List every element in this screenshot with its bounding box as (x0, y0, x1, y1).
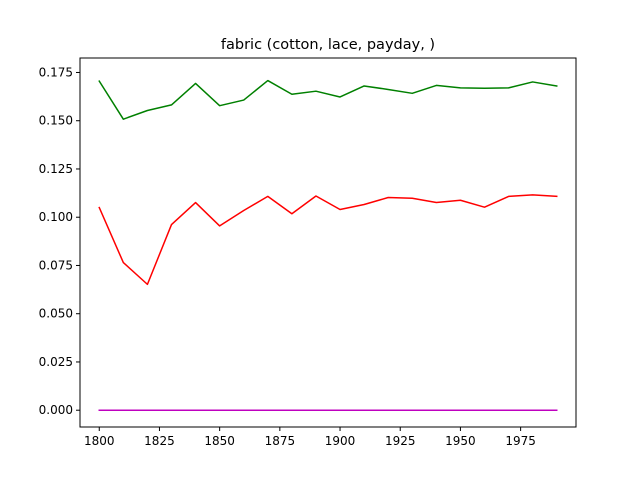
chart-title: fabric (cotton, lace, payday, ) (221, 37, 435, 53)
y-tick-label: 0.125 (39, 162, 73, 176)
x-tick-label: 1800 (84, 434, 115, 448)
y-tick-label: 0.025 (39, 355, 73, 369)
x-tick-label: 1900 (325, 434, 356, 448)
series-line-1 (98, 79, 558, 120)
y-tick-label: 0.150 (39, 114, 73, 128)
y-tick-label: 0.075 (39, 258, 73, 272)
x-tick-label: 1950 (445, 434, 476, 448)
plot-lines (98, 79, 558, 411)
y-tick-label: 0.050 (39, 307, 73, 321)
y-tick-label: 0.100 (39, 210, 73, 224)
series-line-2 (98, 194, 558, 286)
x-tick-label: 1975 (505, 434, 536, 448)
x-tick-label: 1875 (265, 434, 296, 448)
x-tick-label: 1825 (144, 434, 175, 448)
x-tick-label: 1850 (204, 434, 235, 448)
x-axis: 1800 1825 1850 1875 1900 1925 1950 1975 (84, 427, 536, 448)
plot-frame (79, 57, 577, 428)
y-tick-label: 0.000 (39, 403, 73, 417)
x-tick-label: 1925 (385, 434, 416, 448)
y-axis: 0.000 0.025 0.050 0.075 0.100 0.125 0.150 0.175 (39, 65, 80, 417)
y-tick-label: 0.175 (39, 65, 73, 79)
